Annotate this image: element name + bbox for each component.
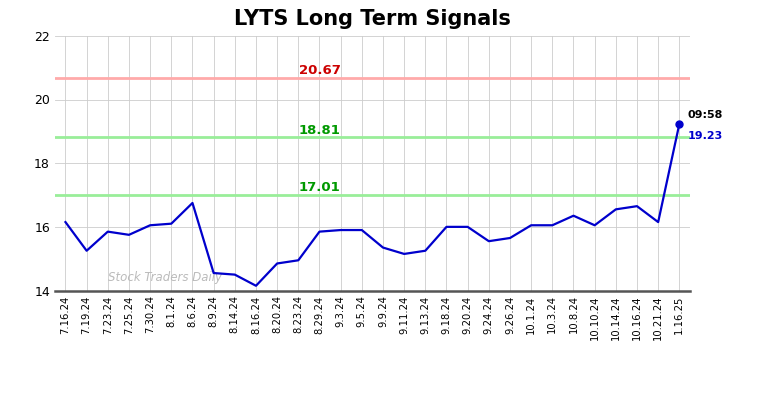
Text: 18.81: 18.81 [299,123,340,137]
Text: 19.23: 19.23 [688,131,723,141]
Text: Stock Traders Daily: Stock Traders Daily [108,271,222,283]
Title: LYTS Long Term Signals: LYTS Long Term Signals [234,9,511,29]
Text: 20.67: 20.67 [299,64,340,77]
Text: 17.01: 17.01 [299,181,340,194]
Text: 09:58: 09:58 [688,110,723,120]
